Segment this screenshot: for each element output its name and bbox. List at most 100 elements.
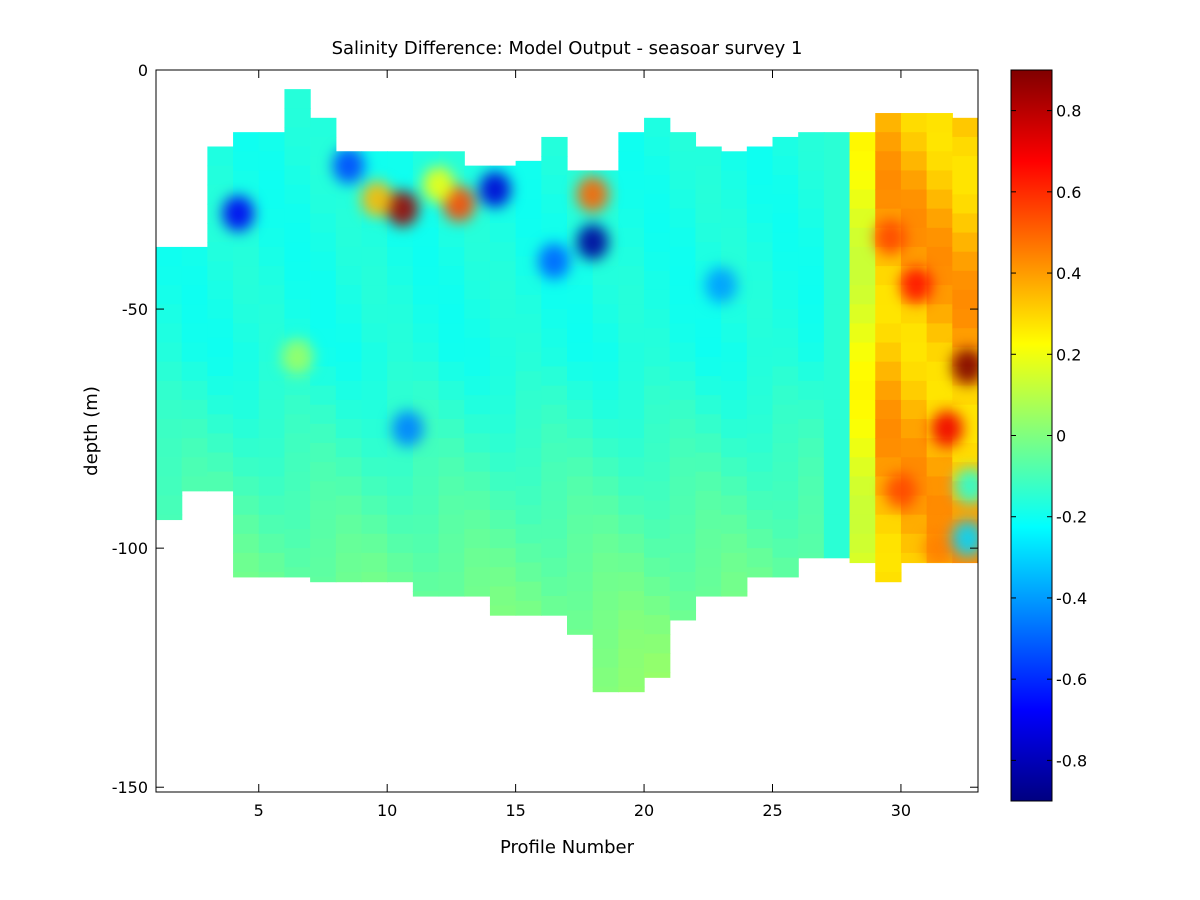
heatmap-cell <box>721 457 748 478</box>
heatmap-cell <box>900 533 928 554</box>
heatmap-cell <box>541 347 568 368</box>
heatmap-cell <box>412 572 440 592</box>
heatmap-cell <box>669 323 697 344</box>
heatmap-cell <box>515 294 542 315</box>
heatmap-cell <box>284 242 311 262</box>
heatmap-cell <box>567 361 594 382</box>
heatmap-cell <box>387 246 414 267</box>
heatmap-cell <box>644 500 671 521</box>
heatmap-cell <box>849 514 876 535</box>
heatmap-cell <box>335 399 363 420</box>
heatmap-cell <box>849 151 876 172</box>
heatmap-cell <box>335 552 363 573</box>
heatmap-cell <box>900 457 928 478</box>
heatmap-cell <box>669 266 697 286</box>
heatmap-cell <box>207 299 234 320</box>
heatmap-cell <box>258 380 286 401</box>
heatmap-cell <box>284 165 311 186</box>
heatmap-cell <box>233 132 260 152</box>
heatmap-cell <box>695 452 722 473</box>
heatmap-cell <box>233 323 260 344</box>
heatmap-cell <box>284 567 311 578</box>
heatmap-cell <box>875 361 902 382</box>
heatmap-cell <box>721 170 748 191</box>
heatmap-cell <box>721 438 748 458</box>
chart-title: Salinity Difference: Model Output - seas… <box>332 38 803 59</box>
heatmap-cell <box>875 113 902 133</box>
heatmap-cell <box>233 438 260 458</box>
heatmap-cell <box>156 399 183 420</box>
heatmap-cell <box>669 304 697 325</box>
heatmap-cell <box>926 380 953 401</box>
heatmap-cell <box>310 232 337 253</box>
heatmap-cell <box>284 89 311 109</box>
heatmap-cell <box>849 533 876 554</box>
heatmap-cell <box>669 476 697 497</box>
heatmap-cell <box>258 361 286 382</box>
heatmap-cell <box>695 471 722 492</box>
heatmap-cell <box>515 313 542 334</box>
heatmap-cell <box>284 452 311 473</box>
heatmap-cell <box>387 361 414 382</box>
heatmap-cell <box>233 151 260 172</box>
heatmap-cell <box>875 572 902 583</box>
heatmap-cell <box>849 246 876 267</box>
heatmap-cell <box>335 323 363 344</box>
heatmap-cell <box>798 323 825 344</box>
heatmap-cell <box>823 323 851 344</box>
y-tick-label: -150 <box>112 778 148 797</box>
heatmap-cell <box>438 399 465 420</box>
heatmap-cell <box>156 342 183 363</box>
heatmap-cell <box>541 595 568 616</box>
heatmap-cell <box>489 280 517 301</box>
heatmap-cell <box>515 352 542 372</box>
heatmap-cell <box>412 361 440 382</box>
heatmap-anomaly <box>386 190 419 227</box>
heatmap-cell <box>900 189 928 210</box>
heatmap-cell <box>849 266 876 286</box>
heatmap-cell <box>567 342 594 363</box>
heatmap-cell <box>310 366 337 387</box>
heatmap-cell <box>207 376 234 396</box>
heatmap-cell <box>541 213 568 234</box>
heatmap-cell <box>335 457 363 478</box>
heatmap-cell <box>644 442 671 463</box>
heatmap-cell <box>952 232 978 253</box>
heatmap-cell <box>489 261 517 281</box>
heatmap-cell <box>644 232 671 253</box>
heatmap-cell <box>849 304 876 325</box>
heatmap-cell <box>823 552 851 559</box>
heatmap-cell <box>258 552 286 573</box>
heatmap-anomaly <box>360 181 393 218</box>
heatmap-cell <box>721 342 748 363</box>
heatmap-cell <box>515 524 542 544</box>
heatmap-cell <box>746 203 774 224</box>
heatmap-cell <box>284 376 311 396</box>
heatmap-cell <box>567 438 594 458</box>
heatmap-cell <box>695 165 722 186</box>
heatmap-cell <box>258 514 286 535</box>
heatmap-cell <box>361 514 388 535</box>
heatmap-cell <box>952 136 978 157</box>
heatmap-cell <box>310 347 337 368</box>
heatmap-anomaly <box>951 520 978 557</box>
x-tick-label: 5 <box>254 801 264 820</box>
heatmap-cell <box>489 337 517 358</box>
heatmap-cell <box>823 285 851 305</box>
heatmap-cell <box>541 194 568 215</box>
heatmap-cell <box>207 184 234 205</box>
heatmap-cell <box>618 246 645 267</box>
heatmap-cell <box>181 361 208 382</box>
heatmap-cell <box>361 457 388 478</box>
heatmap-cell <box>823 514 851 535</box>
heatmap-cell <box>567 323 594 344</box>
heatmap-cell <box>875 438 902 458</box>
heatmap-cell <box>181 304 208 325</box>
heatmap-cell <box>438 591 465 597</box>
heatmap-cell <box>361 380 388 401</box>
heatmap-anomaly <box>281 338 314 375</box>
heatmap-cell <box>823 151 851 172</box>
heatmap-area <box>156 89 978 693</box>
heatmap-cell <box>310 136 337 157</box>
heatmap-anomaly <box>884 472 917 509</box>
